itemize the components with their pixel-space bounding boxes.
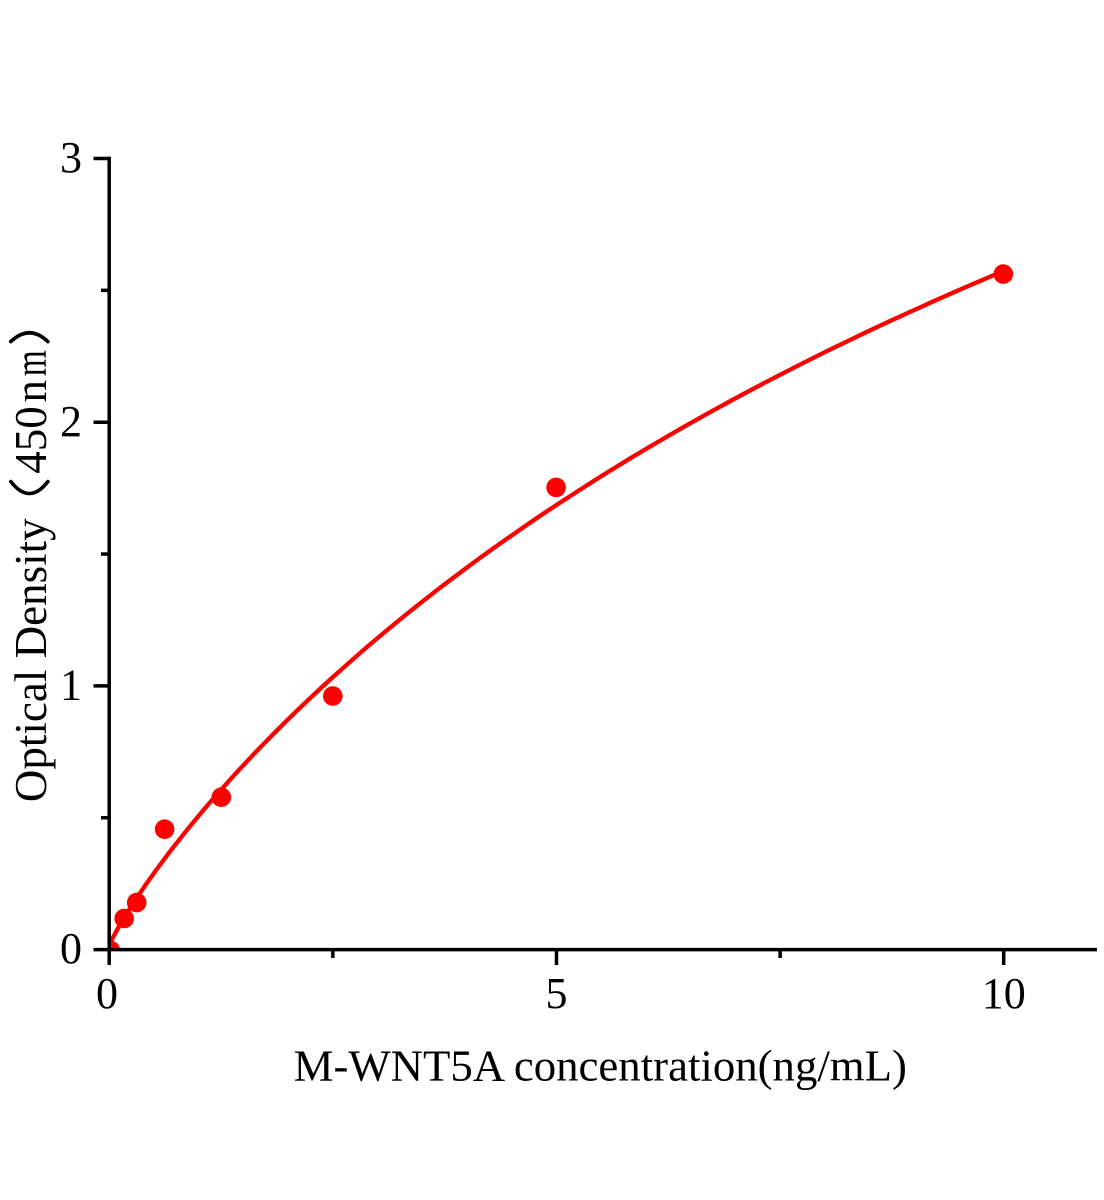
svg-text:0: 0 (60, 924, 82, 973)
svg-text:5: 5 (546, 969, 568, 1018)
svg-text:10: 10 (982, 969, 1026, 1018)
svg-text:1: 1 (60, 661, 82, 710)
svg-text:0: 0 (96, 969, 118, 1018)
svg-text:Optical Density450nm: Optical Density450nm (6, 350, 56, 802)
svg-text:3: 3 (60, 133, 82, 182)
svg-text:2: 2 (60, 397, 82, 446)
svg-text:M-WNT5A concentration(ng/mL): M-WNT5A concentration(ng/mL) (294, 1040, 907, 1090)
